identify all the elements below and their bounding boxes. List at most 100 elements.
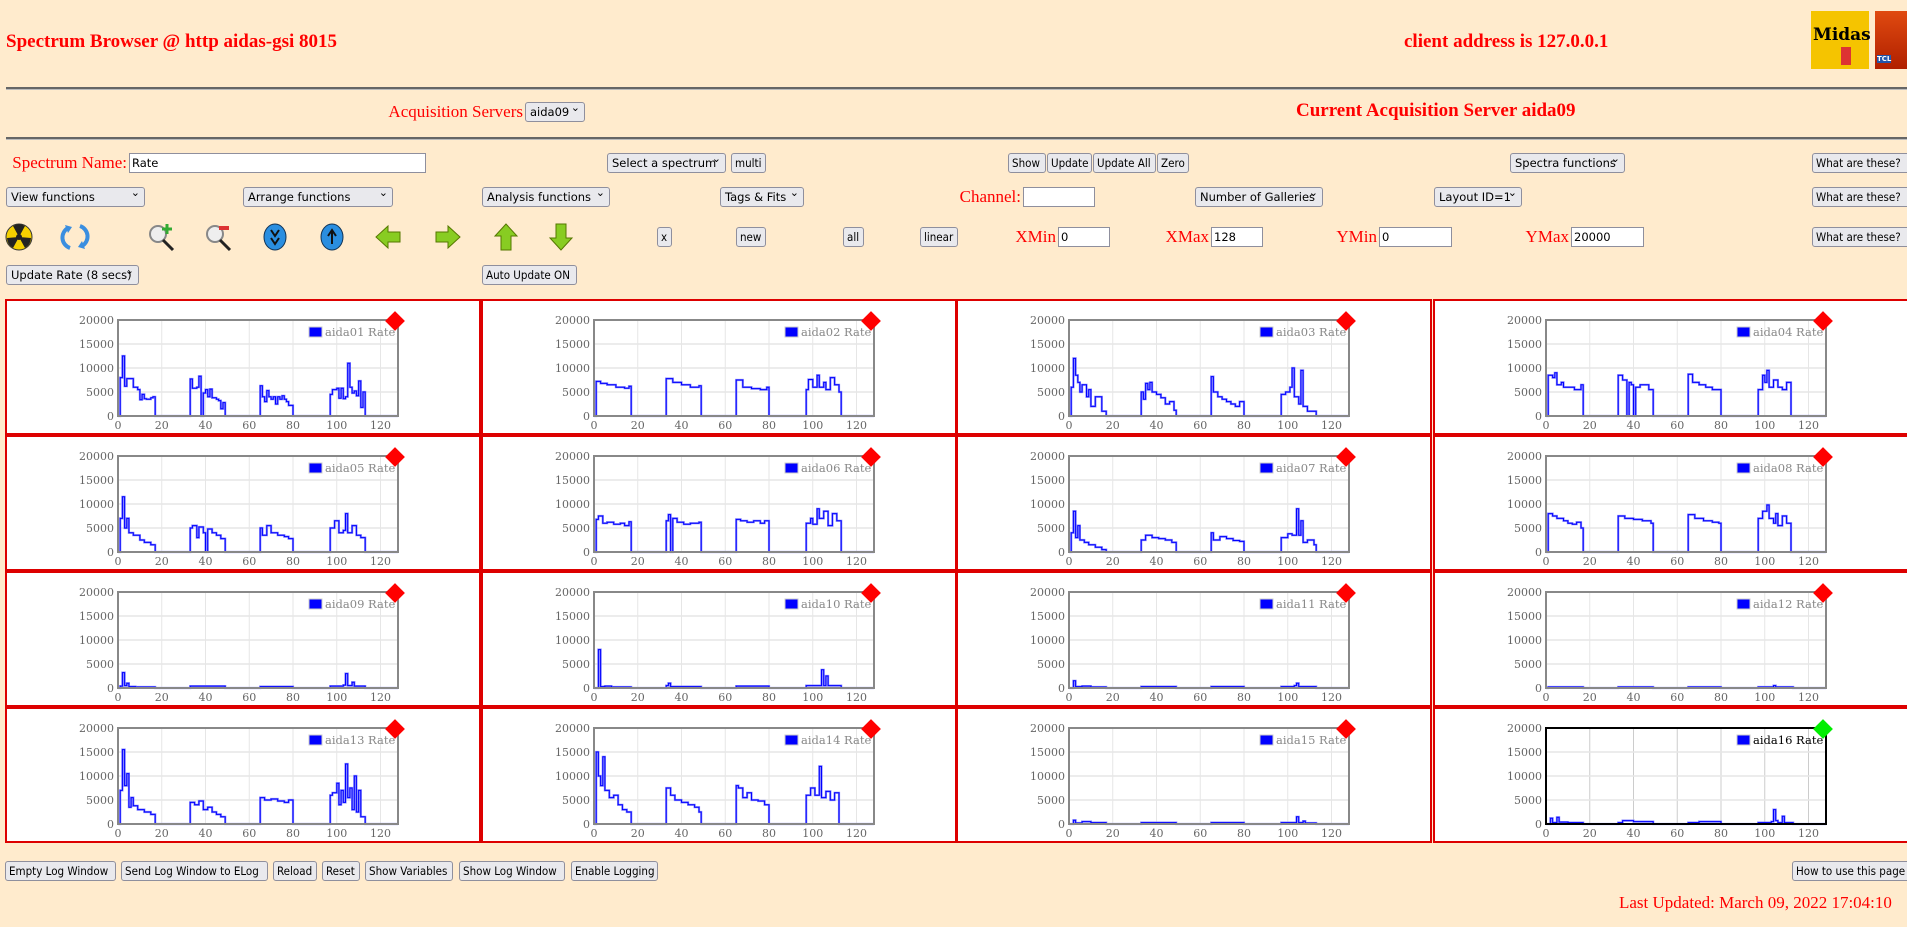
spectrum-cell[interactable]: 0 20 40 60 80 100 120 0 5000 10000 15000 20000 aida0…: [956, 299, 1432, 435]
footer-button-send-log-window-to-elog[interactable]: Send Log Window to ELog: [121, 861, 268, 881]
spectrum-chart[interactable]: 0 20 40 60 80 100 120 0 5000 10000 15000 20000 aida1…: [483, 709, 959, 845]
spectrum-cell[interactable]: 0 20 40 60 80 100 120 0 5000 10000 15000 20000 aida0…: [5, 435, 481, 571]
x-button[interactable]: x: [657, 227, 672, 247]
footer-button-show-log-window[interactable]: Show Log Window: [459, 861, 565, 881]
spectrum-chart[interactable]: 0 20 40 60 80 100 120 0 5000 10000 15000 20000 aida0…: [958, 437, 1434, 573]
spectrum-chart[interactable]: 0 20 40 60 80 100 120 0 5000 10000 15000 20000 aida0…: [7, 437, 483, 573]
how-to-use-button[interactable]: How to use this page: [1792, 861, 1907, 881]
status-diamond-icon[interactable]: [1336, 583, 1356, 603]
expand-vertical-icon[interactable]: [260, 222, 290, 252]
spectrum-cell[interactable]: 0 20 40 60 80 100 120 0 5000 10000 15000 20000 aida1…: [1433, 571, 1907, 707]
spectrum-cell[interactable]: 0 20 40 60 80 100 120 0 5000 10000 15000 20000 aida1…: [5, 707, 481, 843]
spectrum-cell[interactable]: 0 20 40 60 80 100 120 0 5000 10000 15000 20000 aida1…: [956, 707, 1432, 843]
spectrum-chart[interactable]: 0 20 40 60 80 100 120 0 5000 10000 15000 20000 aida1…: [958, 573, 1434, 709]
select-spectrum-dropdown[interactable]: Select a spectrum: [607, 153, 726, 173]
update-all-button[interactable]: Update All: [1093, 153, 1156, 173]
spectrum-cell[interactable]: 0 20 40 60 80 100 120 0 5000 10000 15000 20000 aida0…: [481, 299, 957, 435]
radiation-icon[interactable]: [4, 222, 34, 252]
status-diamond-icon[interactable]: [1813, 719, 1833, 739]
spectrum-cell[interactable]: 0 20 40 60 80 100 120 0 5000 10000 15000 20000 aida0…: [481, 435, 957, 571]
view-functions-dropdown[interactable]: View functions: [6, 187, 145, 207]
spectra-functions-dropdown[interactable]: Spectra functions: [1510, 153, 1625, 173]
x-tick-label: 0: [591, 555, 598, 568]
footer-button-empty-log-window[interactable]: Empty Log Window: [5, 861, 116, 881]
y-tick-label: 20000: [79, 450, 114, 463]
what-are-these-button[interactable]: What are these?: [1812, 187, 1907, 207]
arrow-up-icon[interactable]: [491, 222, 521, 252]
linear-button[interactable]: linear: [920, 227, 958, 247]
arrange-functions-dropdown[interactable]: Arrange functions: [243, 187, 393, 207]
spectrum-chart[interactable]: 0 20 40 60 80 100 120 0 5000 10000 15000 20000 aida0…: [1435, 437, 1907, 573]
y-tick-label: 15000: [1507, 474, 1542, 487]
x-tick-label: 40: [1627, 827, 1641, 840]
spectrum-cell[interactable]: 0 20 40 60 80 100 120 0 5000 10000 15000 20000 aida1…: [956, 571, 1432, 707]
spectrum-chart[interactable]: 0 20 40 60 80 100 120 0 5000 10000 15000 20000 aida0…: [7, 301, 483, 437]
status-diamond-icon[interactable]: [385, 311, 405, 331]
spectrum-cell[interactable]: 0 20 40 60 80 100 120 0 5000 10000 15000 20000 aida0…: [956, 435, 1432, 571]
spectrum-chart[interactable]: 0 20 40 60 80 100 120 0 5000 10000 15000 20000 aida0…: [1435, 301, 1907, 437]
spectrum-chart[interactable]: 0 20 40 60 80 100 120 0 5000 10000 15000 20000 aida0…: [958, 301, 1434, 437]
spectrum-cell[interactable]: 0 20 40 60 80 100 120 0 5000 10000 15000 20000 aida1…: [481, 571, 957, 707]
multi-button[interactable]: multi: [731, 153, 766, 173]
acquisition-server-select[interactable]: aida09: [525, 102, 585, 122]
zero-button[interactable]: Zero: [1157, 153, 1189, 173]
layout-id-dropdown[interactable]: Layout ID=1: [1434, 187, 1522, 207]
spectrum-cell[interactable]: 0 20 40 60 80 100 120 0 5000 10000 15000 20000 aida0…: [5, 299, 481, 435]
auto-update-button[interactable]: Auto Update ON: [482, 265, 577, 285]
spectrum-chart[interactable]: 0 20 40 60 80 100 120 0 5000 10000 15000 20000 aida1…: [483, 573, 959, 709]
spectrum-name-input[interactable]: Rate: [129, 153, 426, 173]
status-diamond-icon[interactable]: [1336, 719, 1356, 739]
spectrum-cell[interactable]: 0 20 40 60 80 100 120 0 5000 10000 15000 20000 aida0…: [1433, 299, 1907, 435]
xmin-input[interactable]: 0: [1058, 227, 1110, 247]
show-button[interactable]: Show: [1008, 153, 1046, 173]
refresh-icon[interactable]: [60, 222, 90, 252]
status-diamond-icon[interactable]: [385, 447, 405, 467]
footer-button-reset[interactable]: Reset: [322, 861, 360, 881]
spectrum-cell[interactable]: 0 20 40 60 80 100 120 0 5000 10000 15000 20000 aida0…: [1433, 435, 1907, 571]
all-button[interactable]: all: [843, 227, 864, 247]
y-tick-label: 0: [107, 682, 114, 695]
spectrum-chart[interactable]: 0 20 40 60 80 100 120 0 5000 10000 15000 20000 aida0…: [483, 437, 959, 573]
spectrum-chart[interactable]: 0 20 40 60 80 100 120 0 5000 10000 15000 20000 aida0…: [483, 301, 959, 437]
spectrum-cell[interactable]: 0 20 40 60 80 100 120 0 5000 10000 15000 20000 aida0…: [5, 571, 481, 707]
analysis-functions-dropdown[interactable]: Analysis functions: [482, 187, 610, 207]
status-diamond-icon[interactable]: [1813, 447, 1833, 467]
current-acquisition-server: Current Acquisition Server aida09: [1296, 100, 1576, 121]
footer-button-reload[interactable]: Reload: [273, 861, 317, 881]
spectrum-chart[interactable]: 0 20 40 60 80 100 120 0 5000 10000 15000 20000 aida1…: [958, 709, 1434, 845]
status-diamond-icon[interactable]: [1336, 447, 1356, 467]
arrow-down-icon[interactable]: [546, 222, 576, 252]
spectrum-cell[interactable]: 0 20 40 60 80 100 120 0 5000 10000 15000 20000 aida1…: [481, 707, 957, 843]
footer-button-enable-logging[interactable]: Enable Logging: [571, 861, 658, 881]
ymax-input[interactable]: 20000: [1571, 227, 1644, 247]
tags-fits-dropdown[interactable]: Tags & Fits: [720, 187, 804, 207]
zoom-out-icon[interactable]: [204, 222, 234, 252]
legend-label: aida10 Rate: [801, 597, 871, 611]
status-diamond-icon[interactable]: [1336, 311, 1356, 331]
ymin-input[interactable]: 0: [1379, 227, 1452, 247]
update-rate-dropdown[interactable]: Update Rate (8 secs): [6, 265, 139, 285]
y-tick-label: 10000: [1030, 362, 1065, 375]
channel-input[interactable]: [1023, 187, 1095, 207]
new-button[interactable]: new: [736, 227, 766, 247]
x-tick-label: 40: [1150, 691, 1164, 704]
spectrum-chart[interactable]: 0 20 40 60 80 100 120 0 5000 10000 15000 20000 aida0…: [7, 573, 483, 709]
footer-button-show-variables[interactable]: Show Variables: [365, 861, 453, 881]
number-of-galleries-dropdown[interactable]: Number of Galleries: [1195, 187, 1323, 207]
legend-swatch: [1259, 326, 1274, 338]
xmax-input[interactable]: 128: [1211, 227, 1263, 247]
compress-vertical-icon[interactable]: [317, 222, 347, 252]
spectrum-chart[interactable]: 0 20 40 60 80 100 120 0 5000 10000 15000 20000 aida1…: [7, 709, 483, 845]
spectrum-cell[interactable]: 0 20 40 60 80 100 120 0 5000 10000 15000 20000 aida1…: [1433, 707, 1907, 843]
update-button[interactable]: Update: [1047, 153, 1092, 173]
spectrum-chart[interactable]: 0 20 40 60 80 100 120 0 5000 10000 15000 20000 aida1…: [1435, 573, 1907, 709]
x-tick-label: 100: [1754, 691, 1775, 704]
status-diamond-icon[interactable]: [1813, 583, 1833, 603]
status-diamond-icon[interactable]: [1813, 311, 1833, 331]
arrow-right-icon[interactable]: [432, 222, 462, 252]
arrow-left-icon[interactable]: [374, 222, 404, 252]
what-are-these-button[interactable]: What are these?: [1812, 153, 1907, 173]
what-are-these-button[interactable]: What are these?: [1812, 227, 1907, 247]
spectrum-chart[interactable]: 0 20 40 60 80 100 120 0 5000 10000 15000 20000 aida1…: [1435, 709, 1907, 845]
zoom-in-icon[interactable]: [147, 222, 177, 252]
